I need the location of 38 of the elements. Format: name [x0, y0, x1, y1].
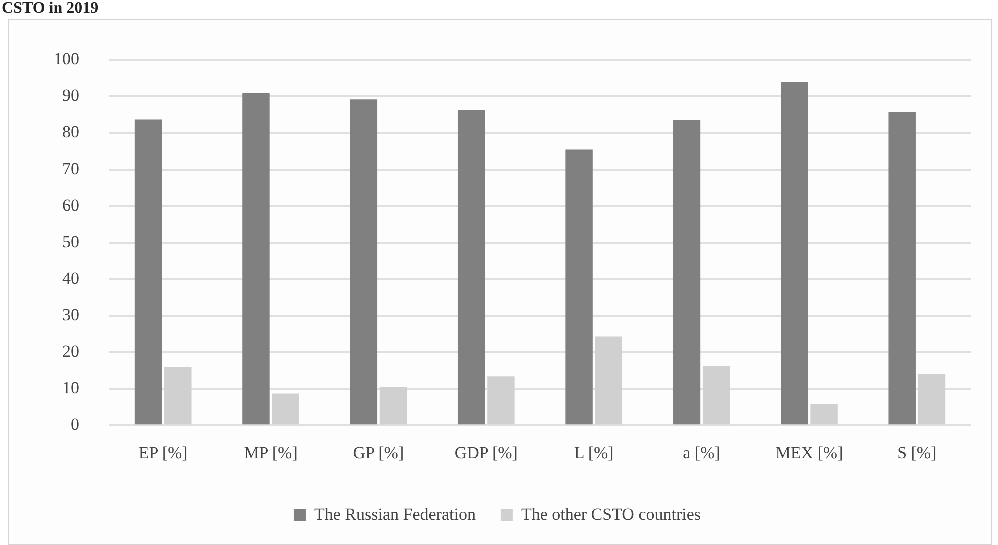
y-tick-label: 0	[71, 415, 80, 434]
legend-label: The other CSTO countries	[521, 504, 702, 524]
bar	[134, 120, 162, 425]
chart-title: CSTO in 2019	[2, 0, 99, 18]
bar	[702, 366, 730, 425]
x-tick-label: L [%]	[574, 443, 614, 462]
bar	[918, 374, 946, 425]
y-tick-label: 100	[54, 50, 80, 69]
y-tick-label: 20	[62, 342, 80, 361]
x-tick-label: a [%]	[683, 443, 720, 462]
x-tick-label: GDP [%]	[454, 443, 518, 462]
bar	[488, 376, 515, 425]
x-tick-label: MP [%]	[244, 443, 298, 462]
y-tick-label: 40	[62, 268, 80, 288]
y-tick-label: 10	[62, 378, 80, 398]
y-tick-label: 70	[62, 159, 80, 178]
x-tick-label: GP [%]	[353, 443, 404, 462]
bar	[164, 367, 192, 425]
bar	[781, 82, 808, 425]
bar	[888, 112, 916, 425]
bar	[272, 394, 300, 425]
bar	[810, 404, 838, 425]
x-tick-label: S [%]	[898, 443, 937, 462]
bar	[380, 387, 408, 425]
y-tick-label: 80	[62, 122, 80, 142]
y-tick-label: 90	[62, 86, 80, 106]
y-tick-label: 60	[62, 196, 80, 215]
bar	[673, 120, 701, 425]
bar	[350, 100, 378, 425]
bar	[595, 336, 623, 425]
bar	[242, 93, 270, 425]
y-tick-label: 30	[62, 305, 80, 324]
bar	[458, 110, 486, 425]
x-tick-label: EP [%]	[138, 443, 188, 462]
legend-label: The Russian Federation	[314, 504, 476, 524]
bar	[566, 150, 593, 425]
y-tick-label: 50	[62, 232, 80, 252]
x-tick-label: MEX [%]	[776, 443, 844, 462]
